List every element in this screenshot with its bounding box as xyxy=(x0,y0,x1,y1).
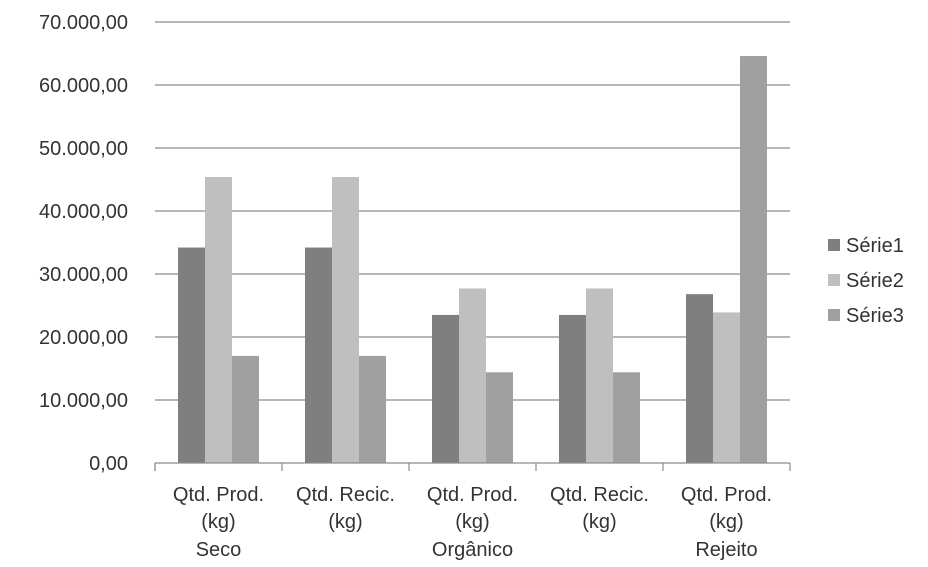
bar-s-rie2 xyxy=(713,312,740,463)
y-tick-label: 40.000,00 xyxy=(39,201,128,223)
bar-s-rie1 xyxy=(686,294,713,463)
bar-s-rie2 xyxy=(332,176,359,464)
bar-s-rie3 xyxy=(232,355,259,463)
legend-swatch xyxy=(828,274,840,286)
x-group-label: Orgânico xyxy=(432,539,513,561)
gridlines xyxy=(155,21,790,401)
y-tick-label: 60.000,00 xyxy=(39,75,128,97)
legend-label: Série1 xyxy=(846,235,904,257)
bar-s-rie3 xyxy=(486,372,513,463)
x-category-label: Qtd. Recic. xyxy=(296,484,395,506)
x-category-label: (kg) xyxy=(328,511,362,533)
y-tick-label: 0,00 xyxy=(89,453,128,475)
y-tick-label: 70.000,00 xyxy=(39,12,128,34)
x-category-label: (kg) xyxy=(455,511,489,533)
x-category-label: (kg) xyxy=(709,511,743,533)
bar-s-rie2 xyxy=(205,176,232,464)
bars xyxy=(178,56,767,464)
bar-s-rie3 xyxy=(613,372,640,463)
category-labels: Qtd. Prod. (kg) Qtd. Recic. (kg) Qtd. Prod. (… xyxy=(173,484,772,561)
y-tick-label: 30.000,00 xyxy=(39,264,128,286)
legend-swatch xyxy=(828,239,840,251)
legend-label: Série2 xyxy=(846,270,904,292)
x-category-label: Qtd. Prod. xyxy=(681,484,772,506)
x-category-label: Qtd. Prod. xyxy=(173,484,264,506)
x-category-label: (kg) xyxy=(582,511,616,533)
x-group-label: Rejeito xyxy=(695,539,757,561)
bar-s-rie2 xyxy=(586,288,613,463)
legend-label: Série3 xyxy=(846,305,904,327)
y-tick-label: 50.000,00 xyxy=(39,138,128,160)
bar-s-rie1 xyxy=(305,247,332,463)
legend-swatch xyxy=(828,309,840,321)
x-category-label: Qtd. Recic. xyxy=(550,484,649,506)
x-axis xyxy=(154,462,791,471)
y-tick-label: 10.000,00 xyxy=(39,390,128,412)
bar-s-rie1 xyxy=(432,314,459,463)
bar-s-rie1 xyxy=(178,247,205,463)
bar-s-rie1 xyxy=(559,314,586,463)
bar-s-rie3 xyxy=(359,355,386,463)
legend: Série1 Série2 Série3 xyxy=(828,235,904,327)
y-tick-label: 20.000,00 xyxy=(39,327,128,349)
x-category-label: Qtd. Prod. xyxy=(427,484,518,506)
x-category-label: (kg) xyxy=(201,511,235,533)
bar-s-rie2 xyxy=(459,288,486,463)
y-axis-tick-labels: 0,00 10.000,00 20.000,00 30.000,00 40.000,00… xyxy=(39,12,128,475)
bar-s-rie3 xyxy=(740,56,767,464)
x-group-label: Seco xyxy=(196,539,242,561)
